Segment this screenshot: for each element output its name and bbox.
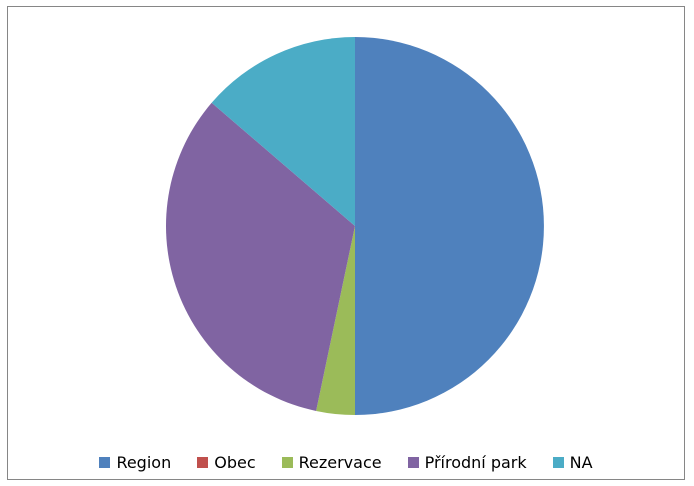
pie-slice-region bbox=[355, 37, 544, 415]
pie-chart bbox=[165, 37, 544, 415]
legend-item-na: NA bbox=[552, 452, 593, 472]
legend-swatch-prirodni-park bbox=[407, 456, 419, 468]
pie-slice-rezervace bbox=[316, 226, 355, 415]
legend-swatch-obec bbox=[197, 456, 209, 468]
chart-area: Region Obec Rezervace Přírodní park NA bbox=[7, 6, 685, 480]
pie-slice-prirodni-park bbox=[165, 102, 355, 411]
legend-label-na: NA bbox=[569, 452, 593, 472]
legend-item-rezervace: Rezervace bbox=[281, 452, 382, 472]
legend-swatch-rezervace bbox=[281, 456, 293, 468]
legend-label-obec: Obec bbox=[214, 452, 256, 472]
legend-item-obec: Obec bbox=[197, 452, 256, 472]
legend-item-region: Region bbox=[99, 453, 171, 472]
chart-legend: Region Obec Rezervace Přírodní park NA bbox=[8, 449, 684, 475]
legend-swatch-na bbox=[552, 456, 564, 468]
legend-label-region: Region bbox=[116, 452, 172, 472]
legend-item-prirodni-park: Přírodní park bbox=[407, 452, 527, 472]
legend-label-rezervace: Rezervace bbox=[298, 452, 382, 472]
legend-label-prirodni-park: Přírodní park bbox=[424, 452, 527, 472]
legend-swatch-region bbox=[99, 456, 111, 468]
pie-slice-na bbox=[211, 37, 355, 226]
